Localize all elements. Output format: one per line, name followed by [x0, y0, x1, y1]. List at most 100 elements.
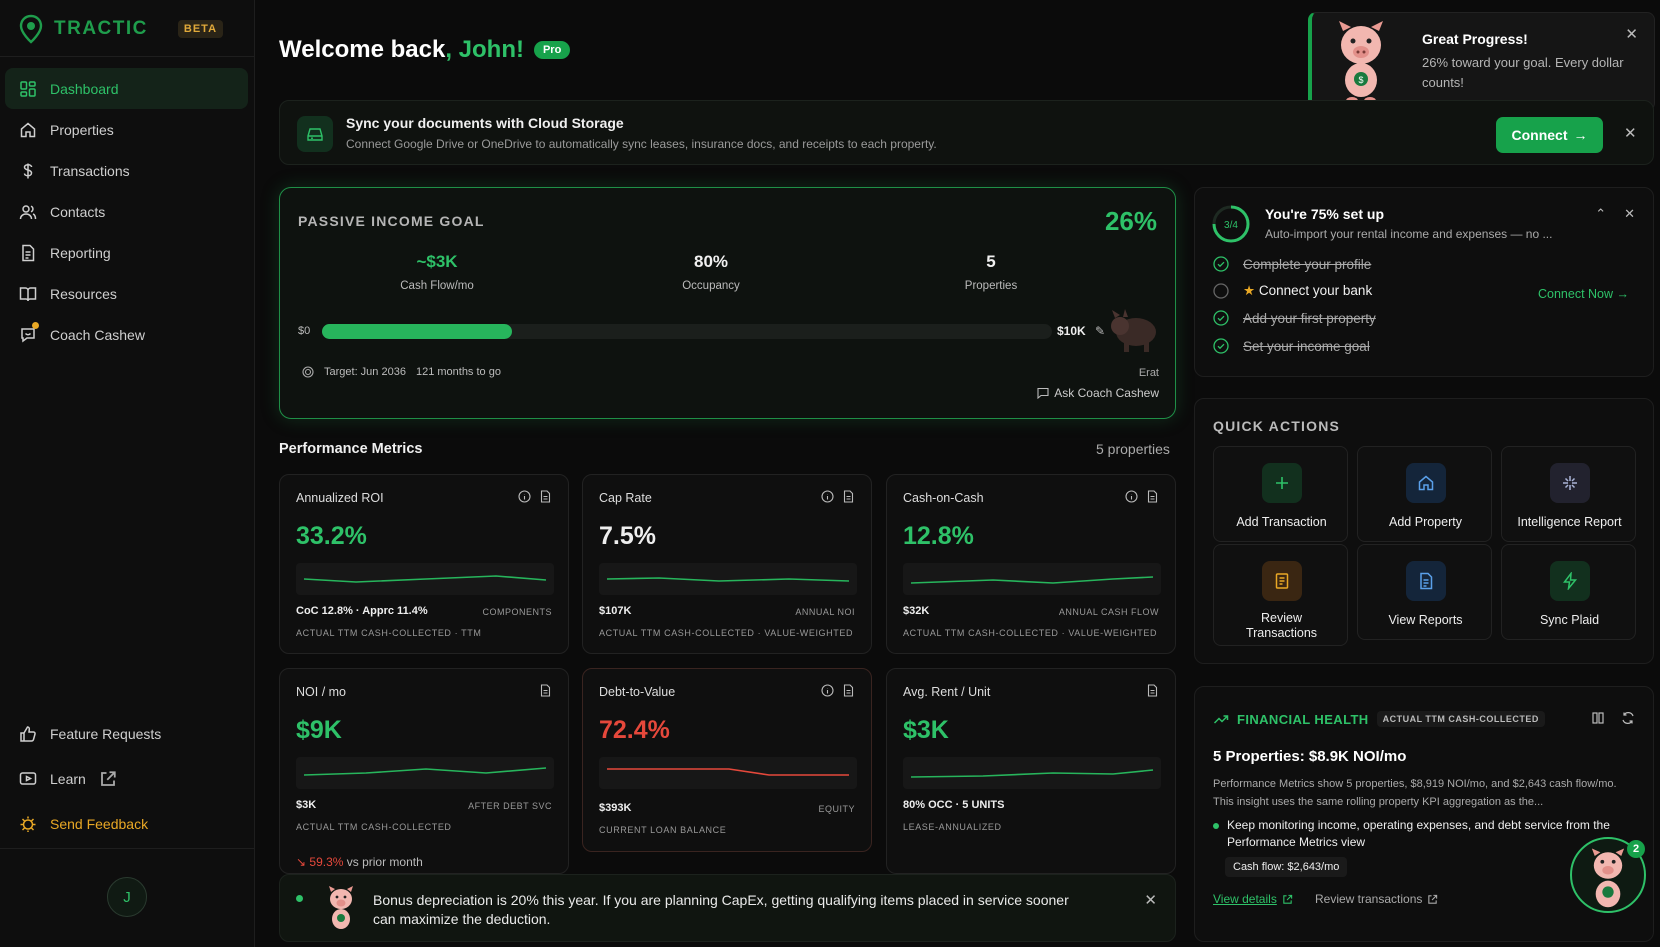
- sparkline: [903, 757, 1161, 789]
- info-icon[interactable]: [821, 490, 834, 508]
- pig-mascot-icon: [1591, 848, 1625, 908]
- divider: [0, 56, 255, 57]
- metric-title: Debt-to-Value: [599, 685, 676, 699]
- document-icon[interactable]: [539, 684, 552, 702]
- document-icon[interactable]: [539, 490, 552, 508]
- star-icon: ★: [1243, 283, 1256, 298]
- metric-detail-label: EQUITY: [818, 804, 855, 814]
- tile-label: View Reports: [1388, 613, 1463, 627]
- metric-card-cap-rate[interactable]: Cap Rate 7.5% $107K ANNUAL NOI ACTUAL TT…: [582, 474, 872, 654]
- sidebar-item-properties[interactable]: Properties: [5, 109, 248, 150]
- checklist-item[interactable]: Add your first property: [1213, 308, 1376, 328]
- sync-subtitle: Connect Google Drive or OneDrive to auto…: [346, 137, 937, 151]
- sync-plaid-button[interactable]: Sync Plaid: [1501, 544, 1636, 640]
- edit-pencil-icon[interactable]: ✎: [1095, 324, 1106, 338]
- trending-up-icon: [1213, 715, 1229, 724]
- document-icon[interactable]: [842, 684, 855, 702]
- close-icon[interactable]: ✕: [1144, 892, 1157, 909]
- stat-value: ~$3K: [416, 252, 458, 271]
- intelligence-report-button[interactable]: Intelligence Report: [1501, 446, 1636, 542]
- link-label: Review transactions: [1315, 892, 1423, 906]
- sidebar-nav: Dashboard Properties Transactions Contac…: [5, 68, 248, 355]
- setup-title: You're 75% set up: [1265, 206, 1384, 222]
- welcome-text: Welcome back: [279, 36, 446, 63]
- stat-cash-flow: ~$3K Cash Flow/mo: [357, 252, 517, 292]
- stat-label: Cash Flow/mo: [400, 280, 474, 292]
- target-date: Target: Jun 2036: [324, 366, 406, 378]
- section-title: Performance Metrics: [279, 441, 423, 457]
- close-icon[interactable]: ✕: [1624, 206, 1635, 221]
- file-icon: [1406, 561, 1446, 601]
- document-icon[interactable]: [1146, 490, 1159, 508]
- setup-checklist: 3/4 You're 75% set up Auto-import your r…: [1194, 187, 1654, 377]
- info-icon[interactable]: [518, 490, 531, 508]
- add-transaction-button[interactable]: Add Transaction: [1213, 446, 1348, 542]
- metric-card-noi-mo[interactable]: NOI / mo $9K $3K AFTER DEBT SVC ACTUAL T…: [279, 668, 569, 874]
- review-transactions-link[interactable]: Review transactions: [1315, 892, 1438, 906]
- checklist-item[interactable]: Complete your profile: [1213, 254, 1371, 274]
- logo[interactable]: TRACTIC BETA: [18, 12, 224, 46]
- metric-detail-label: COMPONENTS: [482, 607, 552, 617]
- panel-header: FINANCIAL HEALTH ACTUAL TTM CASH-COLLECT…: [1213, 711, 1545, 727]
- connect-button[interactable]: Connect →: [1496, 117, 1603, 153]
- check-circle-icon: [1213, 256, 1229, 272]
- sidebar-item-reporting[interactable]: Reporting: [5, 232, 248, 273]
- view-reports-button[interactable]: View Reports: [1357, 544, 1492, 640]
- connect-now-link[interactable]: Connect Now →: [1537, 287, 1629, 301]
- svg-text:$: $: [1358, 75, 1363, 85]
- goal-max[interactable]: $10K ✎: [1057, 324, 1105, 338]
- sidebar-item-coach-cashew[interactable]: Coach Cashew: [5, 314, 248, 355]
- progress-toast: $ Great Progress! 26% toward your goal. …: [1308, 12, 1655, 111]
- add-property-button[interactable]: Add Property: [1357, 446, 1492, 542]
- check-circle-icon: [1213, 338, 1229, 354]
- ask-coach-link[interactable]: Ask Coach Cashew: [1037, 386, 1159, 400]
- arrow-right-icon: →: [1573, 127, 1588, 143]
- review-transactions-button[interactable]: Review Transactions: [1213, 544, 1348, 646]
- delta-label: vs prior month: [343, 855, 423, 869]
- metric-card-cash-on-cash[interactable]: Cash-on-Cash 12.8% $32K ANNUAL CASH FLOW…: [886, 474, 1176, 654]
- goal-progress-bar: [322, 324, 1052, 339]
- cash-flow-chip: Cash flow: $2,643/mo: [1225, 857, 1348, 877]
- checklist-item[interactable]: ★ Connect your bank: [1213, 281, 1372, 301]
- insight-bullet: Keep monitoring income, operating expens…: [1213, 817, 1643, 851]
- sidebar-item-label: Contacts: [50, 203, 106, 220]
- passive-income-goal-card: PASSIVE INCOME GOAL 26% ~$3K Cash Flow/m…: [279, 187, 1176, 419]
- close-icon[interactable]: ✕: [1625, 26, 1638, 43]
- data-source-badge: ACTUAL TTM CASH-COLLECTED: [1376, 711, 1545, 727]
- metric-card-debt-to-value[interactable]: Debt-to-Value 72.4% $393K EQUITY CURRENT…: [582, 668, 872, 852]
- play-icon: [19, 771, 37, 785]
- sidebar-item-contacts[interactable]: Contacts: [5, 191, 248, 232]
- info-icon[interactable]: [821, 684, 834, 702]
- sidebar-item-transactions[interactable]: Transactions: [5, 150, 248, 191]
- columns-icon[interactable]: [1591, 711, 1605, 730]
- brand-name: TRACTIC: [54, 18, 148, 39]
- info-icon[interactable]: [1125, 490, 1138, 508]
- metric-title: Cap Rate: [599, 491, 652, 505]
- plus-icon: [1262, 463, 1302, 503]
- sidebar-item-send-feedback[interactable]: Send Feedback: [5, 801, 248, 846]
- metric-card-annualized-roi[interactable]: Annualized ROI 33.2% CoC 12.8% · Apprc 1…: [279, 474, 569, 654]
- notification-count-badge: 2: [1627, 840, 1645, 858]
- document-icon: [22, 244, 35, 261]
- document-icon[interactable]: [842, 490, 855, 508]
- checklist-label: Add your first property: [1243, 310, 1376, 326]
- sparkle-icon: [1550, 463, 1590, 503]
- metric-card-avg-rent-unit[interactable]: Avg. Rent / Unit $3K 80% OCC · 5 UNITS L…: [886, 668, 1176, 874]
- external-link-icon: [1428, 894, 1438, 904]
- metric-detail: $393K: [599, 802, 632, 814]
- view-details-link[interactable]: View details: [1213, 892, 1293, 906]
- document-icon[interactable]: [1146, 684, 1159, 702]
- sidebar-item-resources[interactable]: Resources: [5, 273, 248, 314]
- sidebar-item-feature-requests[interactable]: Feature Requests: [5, 711, 248, 756]
- refresh-icon[interactable]: [1621, 711, 1635, 730]
- bolt-icon: [1550, 561, 1590, 601]
- cloud-sync-banner: Sync your documents with Cloud Storage C…: [279, 100, 1654, 165]
- chevron-up-icon[interactable]: ⌃: [1595, 206, 1607, 221]
- metric-title: Annualized ROI: [296, 491, 384, 505]
- close-icon[interactable]: ✕: [1624, 125, 1637, 142]
- metric-detail-label: ANNUAL NOI: [795, 607, 855, 617]
- sidebar-item-learn[interactable]: Learn: [5, 756, 248, 801]
- checklist-item[interactable]: Set your income goal: [1213, 336, 1370, 356]
- sidebar-item-dashboard[interactable]: Dashboard: [5, 68, 248, 109]
- avatar[interactable]: J: [107, 877, 147, 917]
